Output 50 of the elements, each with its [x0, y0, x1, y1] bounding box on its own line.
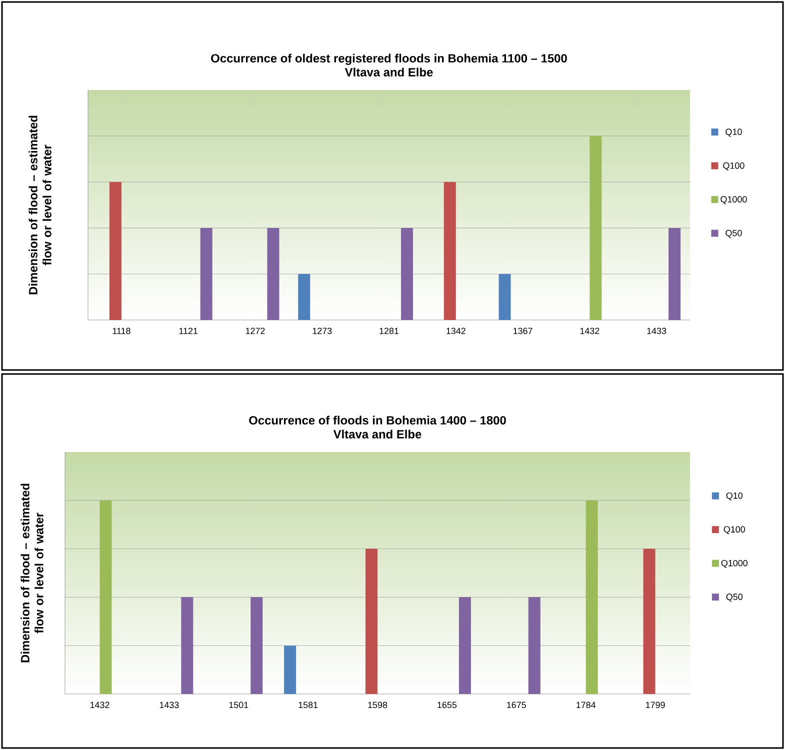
x-tick-label: 1121	[179, 328, 198, 334]
chart-subtitle: Vltava and Elbe	[333, 430, 422, 438]
bar	[668, 228, 681, 320]
bar	[498, 274, 511, 320]
bar	[267, 228, 280, 320]
x-tick-label: 1581	[298, 702, 318, 708]
legend-label: Q50	[726, 594, 743, 602]
x-tick-label: 1273	[312, 328, 332, 334]
legend-label: Q10	[726, 492, 743, 500]
chart-subtitle: Vltava and Elbe	[344, 68, 433, 76]
bar	[200, 228, 212, 320]
x-tick-label: 1432	[90, 702, 110, 708]
y-axis-title: Dimension of flood – estimated flow or level of water	[20, 484, 44, 662]
bar	[528, 597, 540, 694]
legend-label: Q1000	[720, 196, 747, 204]
x-tick-label: 1118	[112, 328, 130, 334]
bar	[100, 500, 112, 694]
x-tick-label: 1784	[576, 702, 596, 708]
bar	[366, 548, 378, 694]
bar	[284, 646, 296, 694]
x-tick-label: 1342	[446, 328, 466, 334]
legend-label: Q50	[726, 230, 742, 238]
legend-label: Q1000	[721, 560, 748, 568]
legend-label: Q10	[726, 128, 742, 137]
x-tick-label: 1432	[580, 328, 600, 334]
x-tick-label: 1675	[507, 702, 526, 708]
x-tick-label: 1799	[646, 702, 665, 708]
bar	[109, 182, 122, 320]
x-tick-label: 1501	[229, 702, 248, 708]
bar	[181, 597, 194, 694]
x-tick-label: 1655	[438, 702, 457, 708]
legend-label: Q100	[724, 526, 746, 534]
x-tick-label: 1433	[647, 328, 666, 334]
bar	[458, 597, 471, 694]
x-tick-label: 1433	[160, 702, 179, 708]
bar	[444, 182, 456, 320]
x-tick-label: 1598	[368, 702, 388, 708]
y-axis-title: Dimension of flood – estimated flow or level of water	[28, 116, 52, 294]
bar	[643, 548, 656, 694]
bar	[298, 274, 310, 320]
x-tick-label: 1367	[513, 328, 532, 334]
chart-title: Occurrence of oldest registered floods in Bohemia 1100 – 1500	[211, 54, 567, 65]
bar	[401, 228, 414, 320]
bar	[250, 597, 263, 694]
bar	[586, 500, 598, 694]
chart-title: Occurrence of floods in Bohemia 1400 – 1800	[249, 416, 506, 425]
x-tick-label: 1281	[380, 328, 399, 334]
bar	[590, 136, 602, 320]
x-tick-label: 1272	[246, 328, 265, 334]
legend-label: Q100	[723, 162, 744, 170]
